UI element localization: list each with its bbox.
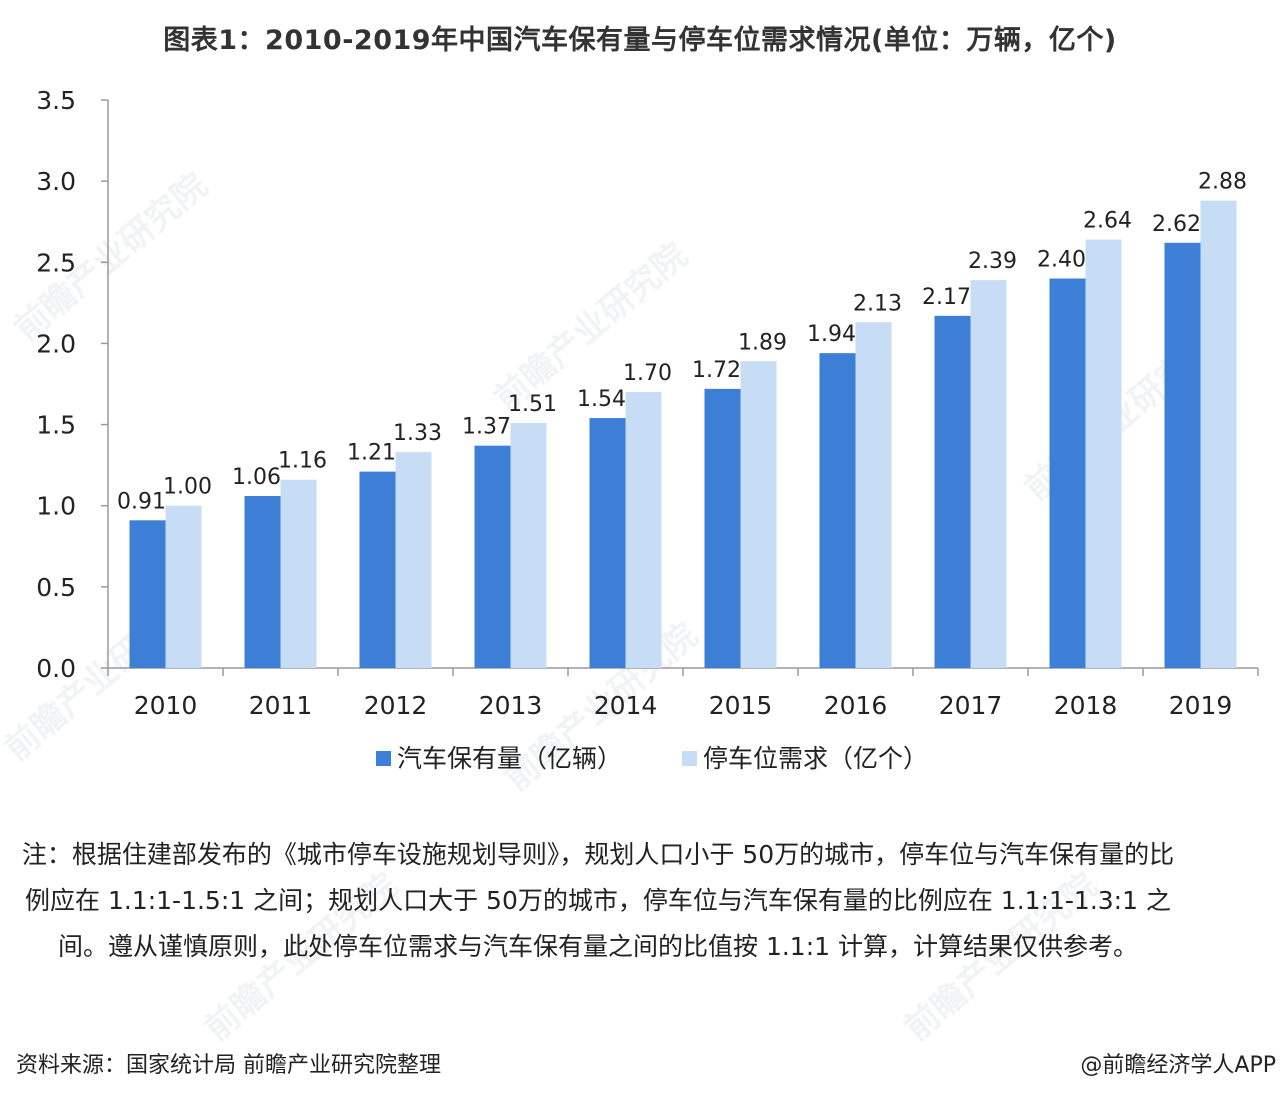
y-tick-label: 2.5: [36, 248, 76, 277]
x-tick-label: 2017: [939, 691, 1003, 720]
bar-parking-demand: [625, 392, 662, 668]
bar-car-ownership: [474, 445, 511, 668]
y-tick-label: 0.5: [36, 573, 76, 602]
data-label: 1.33: [393, 421, 442, 446]
y-tick-label: 3.0: [36, 167, 76, 196]
x-tick-label: 2018: [1054, 691, 1118, 720]
data-label: 1.06: [232, 465, 281, 490]
bar-car-ownership: [704, 388, 741, 668]
bar-parking-demand: [740, 361, 777, 668]
data-label: 2.88: [1198, 170, 1247, 195]
data-label: 1.16: [278, 449, 327, 474]
y-tick-label: 2.0: [36, 329, 76, 358]
bar-parking-demand: [1200, 200, 1237, 669]
data-label: 1.70: [623, 361, 672, 386]
y-tick-label: 1.0: [36, 492, 76, 521]
bar-car-ownership: [244, 495, 281, 668]
y-tick-label: 3.5: [36, 86, 76, 115]
chart-title: 图表1：2010-2019年中国汽车保有量与停车位需求情况(单位：万辆，亿个): [163, 25, 1117, 56]
x-tick-label: 2012: [364, 691, 428, 720]
bar-car-ownership: [1164, 242, 1201, 668]
bar-car-ownership: [819, 353, 856, 668]
bar-parking-demand: [970, 280, 1007, 668]
bar-parking-demand: [1085, 239, 1122, 668]
credit-text: @前瞻经济学人APP: [1080, 1053, 1276, 1078]
x-tick-label: 2013: [479, 691, 543, 720]
y-tick-label: 0.0: [36, 654, 76, 683]
x-tick-label: 2011: [249, 691, 313, 720]
bar-parking-demand: [165, 505, 202, 668]
bar-car-ownership: [1049, 278, 1086, 668]
data-label: 1.72: [692, 358, 741, 383]
x-tick-label: 2019: [1169, 691, 1233, 720]
data-label: 1.21: [347, 441, 396, 466]
bar-car-ownership: [359, 471, 396, 668]
bar-chart: 0.0 0.5 1.0 1.5 2.0 2.5 3.0 3.5 2010 0.911.00 2011…: [36, 86, 1259, 773]
x-tick-label: 2015: [709, 691, 773, 720]
source-text: 资料来源：国家统计局 前瞻产业研究院整理: [16, 1053, 441, 1078]
bar-car-ownership: [589, 418, 626, 668]
legend-label: 停车位需求（亿个）: [703, 744, 928, 773]
data-label: 2.39: [968, 249, 1017, 274]
data-label: 1.00: [163, 475, 212, 500]
bar-car-ownership: [129, 520, 166, 668]
data-label: 2.40: [1037, 248, 1086, 273]
data-label: 1.54: [577, 387, 626, 412]
data-label: 2.13: [853, 291, 902, 316]
data-label: 2.64: [1083, 209, 1132, 234]
data-label: 0.91: [117, 489, 166, 514]
legend-swatch: [376, 751, 391, 766]
data-label: 2.62: [1152, 212, 1201, 237]
data-label: 2.17: [922, 285, 971, 310]
data-label: 1.37: [462, 415, 511, 440]
bar-parking-demand: [855, 322, 892, 668]
data-label: 1.51: [508, 392, 557, 417]
bar-car-ownership: [934, 315, 971, 668]
bar-parking-demand: [280, 479, 317, 668]
bar-parking-demand: [510, 422, 547, 668]
x-tick-label: 2010: [134, 691, 198, 720]
legend-swatch: [682, 751, 697, 766]
data-label: 1.94: [807, 322, 856, 347]
x-tick-label: 2014: [594, 691, 658, 720]
legend-label: 汽车保有量（亿辆）: [397, 744, 622, 773]
x-tick-label: 2016: [824, 691, 888, 720]
y-tick-label: 1.5: [36, 411, 76, 440]
chart-note: 注：根据住建部发布的《城市停车设施规划导则》，规划人口小于 50万的城市，停车位…: [21, 840, 1175, 961]
data-label: 1.89: [738, 330, 787, 355]
bar-parking-demand: [395, 452, 432, 668]
